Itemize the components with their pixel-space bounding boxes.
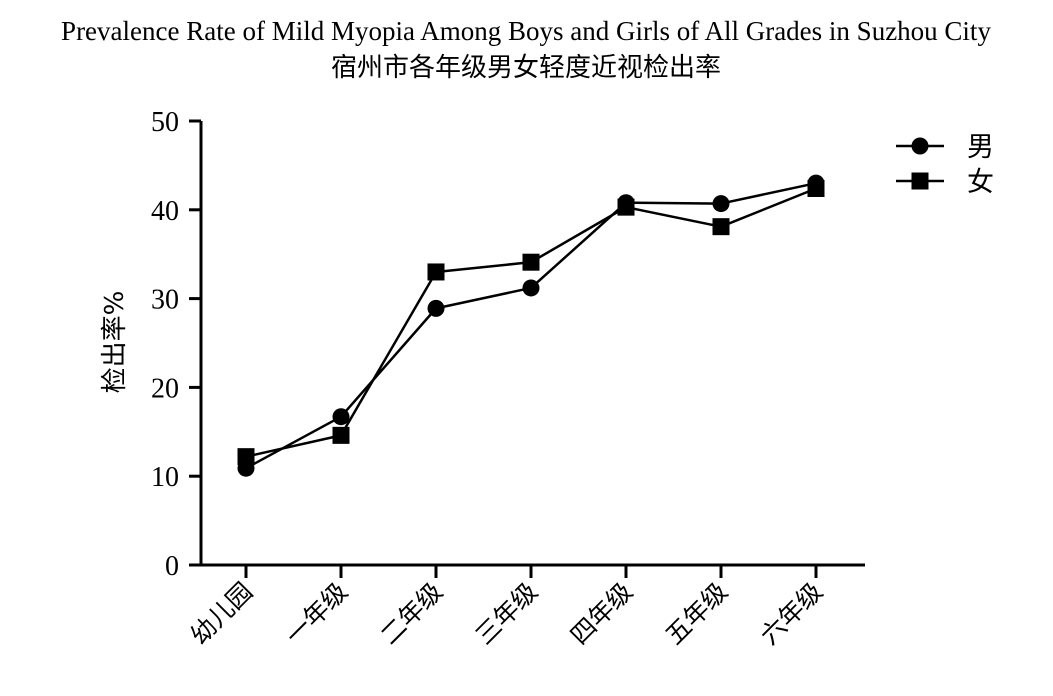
series-line xyxy=(245,181,817,470)
data-point xyxy=(237,448,255,466)
data-point xyxy=(522,279,540,297)
data-point xyxy=(427,263,445,281)
legend-label: 男 xyxy=(967,132,994,163)
legend-marker xyxy=(911,137,929,155)
series-group xyxy=(237,174,825,477)
y-tick-label: 10 xyxy=(151,462,179,493)
legend-marker xyxy=(911,172,929,190)
y-axis-label: 检出率% xyxy=(100,291,130,394)
chart-title: Prevalence Rate of Mild Myopia Among Boy… xyxy=(61,16,991,46)
data-point xyxy=(332,426,350,444)
x-tick-label: 二年级 xyxy=(375,577,449,651)
data-point xyxy=(522,253,540,271)
legend-item-2: 女 xyxy=(896,167,994,198)
y-tick-label: 40 xyxy=(151,196,179,227)
chart-subtitle: 宿州市各年级男女轻度近视检出率 xyxy=(331,53,721,83)
legend: 男女 xyxy=(896,132,994,198)
legend-label: 女 xyxy=(967,167,994,198)
data-point xyxy=(712,218,730,236)
y-tick-label: 0 xyxy=(165,551,179,582)
x-tick-label: 一年级 xyxy=(280,577,354,651)
data-point xyxy=(712,195,730,213)
data-point xyxy=(332,408,350,426)
x-tick-label: 幼儿园 xyxy=(185,577,259,651)
data-point xyxy=(427,299,445,317)
x-tick-label: 三年级 xyxy=(470,577,544,651)
y-tick-label: 20 xyxy=(151,373,179,404)
y-tick-label: 50 xyxy=(151,107,179,138)
legend-item-1: 男 xyxy=(896,132,994,163)
data-point xyxy=(807,179,825,197)
y-tick-label: 30 xyxy=(151,285,179,316)
x-tick-label: 五年级 xyxy=(660,577,734,651)
axes: 0 10 20 30 40 50 幼儿园 一年级 二年级 三年级 四年级 五年级 六年级 xyxy=(151,107,865,650)
x-tick-label: 六年级 xyxy=(755,577,829,651)
series-2 xyxy=(237,179,825,466)
series-line xyxy=(245,187,817,458)
data-point xyxy=(617,198,635,216)
x-tick-label: 四年级 xyxy=(565,577,639,651)
